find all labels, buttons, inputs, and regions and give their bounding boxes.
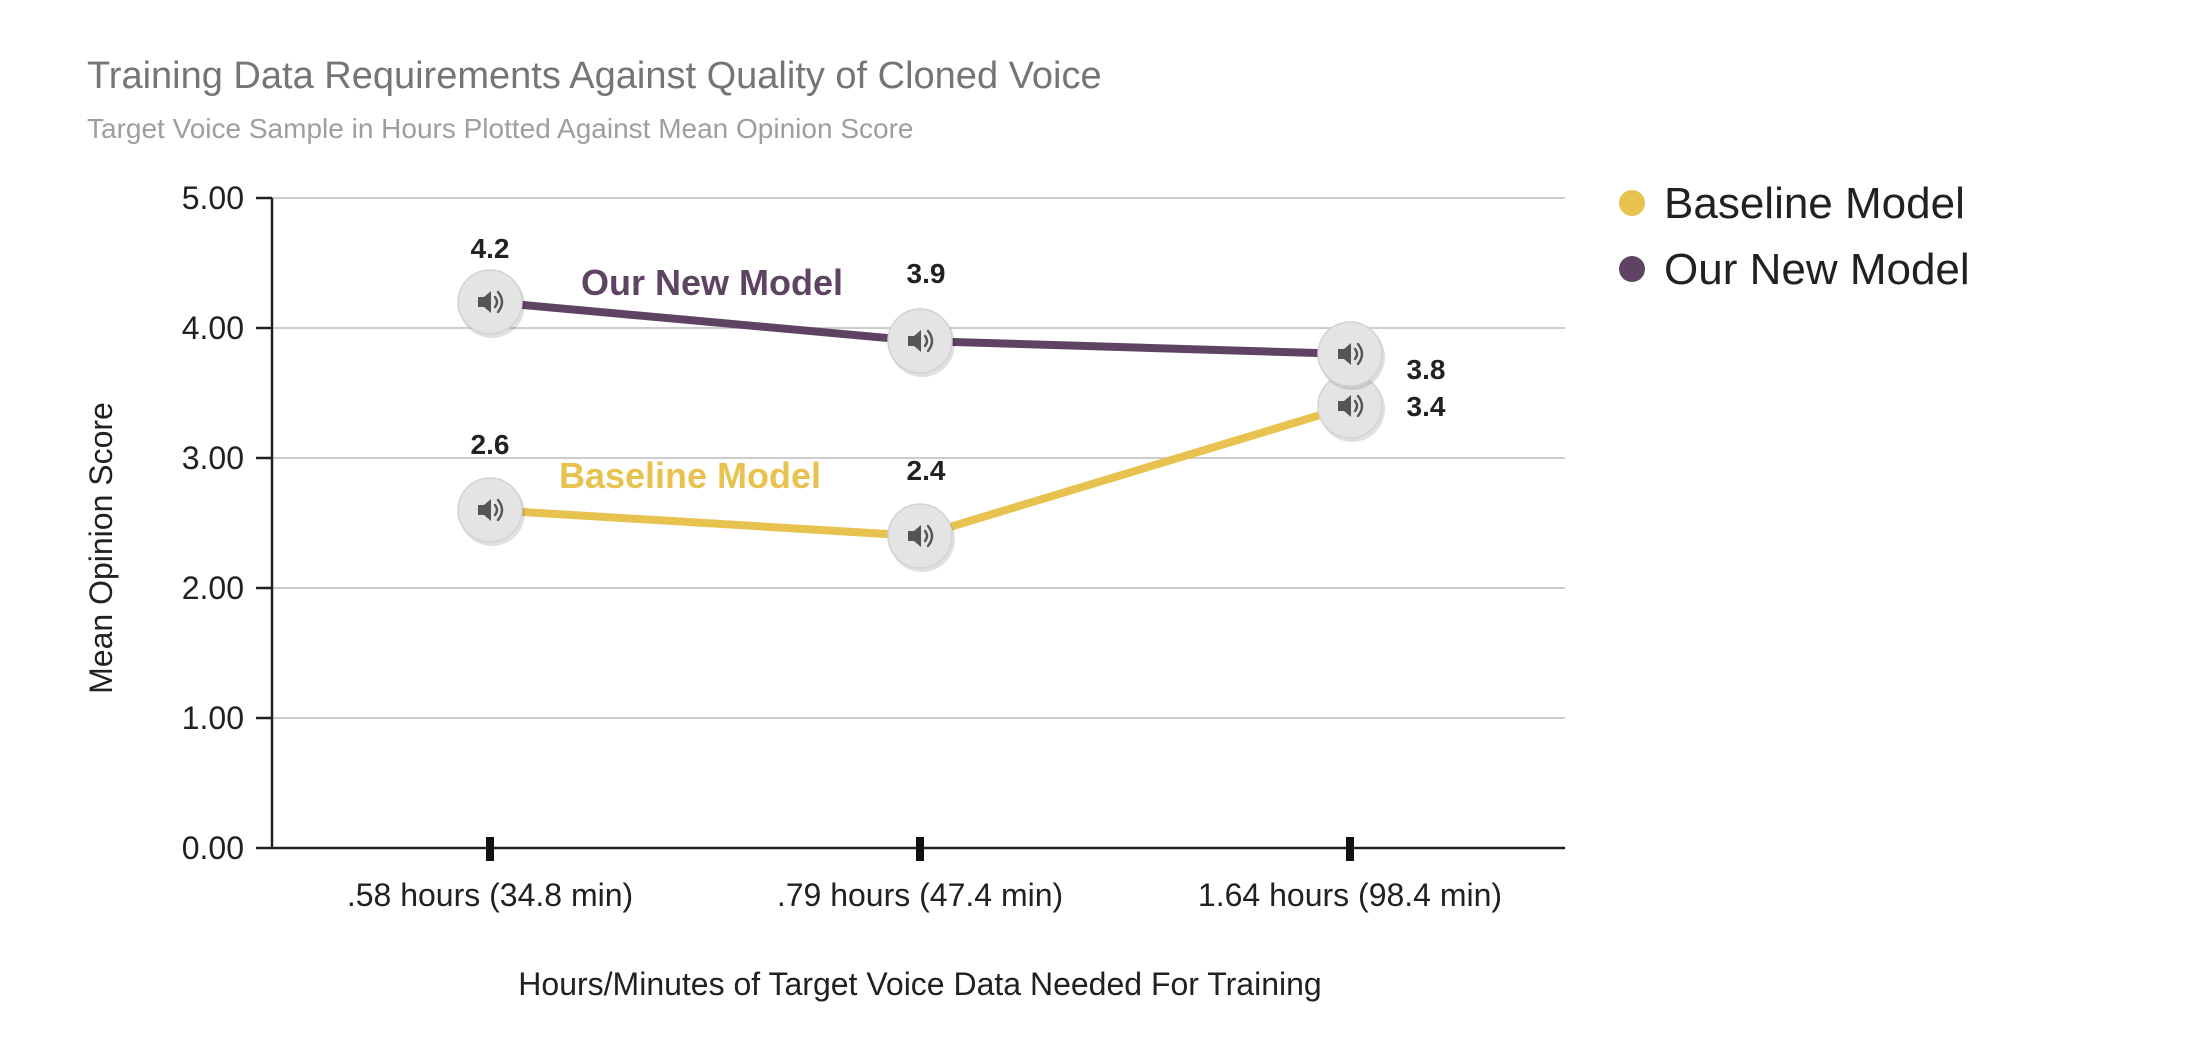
data-label: 4.2 [471, 233, 510, 264]
y-tick-label: 5.00 [182, 180, 244, 216]
speaker-wave-outer [926, 524, 934, 548]
legend-marker [1619, 256, 1645, 282]
speaker-icon [478, 498, 504, 522]
speaker-body [908, 525, 921, 547]
speaker-wave-outer [496, 498, 504, 522]
chart-subtitle: Target Voice Sample in Hours Plotted Aga… [87, 113, 913, 144]
data-label: 2.6 [471, 429, 510, 460]
speaker-body [908, 330, 921, 352]
plot-area: 0.00 1.00 2.00 3.00 4.00 5.00 .58 hours (34.8 … [182, 180, 1565, 913]
speaker-body [1338, 343, 1351, 365]
data-label: 3.4 [1407, 391, 1446, 422]
data-point-play-button[interactable] [457, 477, 525, 546]
speaker-body [478, 499, 491, 521]
data-point-play-button[interactable] [1317, 321, 1385, 390]
legend: Baseline Model Our New Model [1619, 179, 1970, 294]
x-tick-label: .79 hours (47.4 min) [777, 877, 1063, 913]
speaker-body [1338, 395, 1351, 417]
y-tick-label: 3.00 [182, 440, 244, 476]
speaker-icon [908, 329, 934, 353]
y-axis-title: Mean Opinion Score [83, 402, 119, 694]
legend-label: Baseline Model [1664, 179, 1965, 228]
legend-item: Baseline Model [1619, 179, 1965, 228]
x-tick-mark [1346, 837, 1354, 861]
x-tick-label: 1.64 hours (98.4 min) [1198, 877, 1502, 913]
speaker-wave-outer [926, 329, 934, 353]
legend-item: Our New Model [1619, 245, 1970, 294]
data-point-play-button[interactable] [1317, 373, 1385, 442]
x-tick-label: .58 hours (34.8 min) [347, 877, 633, 913]
speaker-icon [1338, 394, 1364, 418]
speaker-wave-inner [1353, 347, 1359, 361]
y-tick-label: 1.00 [182, 700, 244, 736]
y-tick-label: 4.00 [182, 310, 244, 346]
legend-label: Our New Model [1664, 245, 1970, 294]
speaker-wave-outer [1356, 394, 1364, 418]
x-tick-mark [916, 837, 924, 861]
x-tick-mark [486, 837, 494, 861]
speaker-wave-inner [493, 295, 499, 309]
speaker-body [478, 291, 491, 313]
data-label: 3.9 [907, 258, 946, 289]
speaker-wave-outer [1356, 342, 1364, 366]
series-inline-label: Our New Model [581, 262, 843, 303]
legend-marker [1619, 190, 1645, 216]
speaker-wave-inner [923, 334, 929, 348]
data-point-play-button[interactable] [887, 308, 955, 377]
data-label: 3.8 [1407, 354, 1446, 385]
speaker-wave-inner [493, 503, 499, 517]
speaker-wave-inner [1353, 399, 1359, 413]
y-tick-label: 2.00 [182, 570, 244, 606]
data-point-play-button[interactable] [887, 503, 955, 572]
speaker-icon [1338, 342, 1364, 366]
speaker-wave-outer [496, 290, 504, 314]
x-axis-title: Hours/Minutes of Target Voice Data Neede… [518, 966, 1321, 1002]
speaker-wave-inner [923, 529, 929, 543]
y-tick-label: 0.00 [182, 830, 244, 866]
data-label: 2.4 [907, 455, 946, 486]
speaker-icon [908, 524, 934, 548]
chart-title: Training Data Requirements Against Quali… [87, 55, 1102, 97]
series-inline-label: Baseline Model [559, 455, 821, 496]
speaker-icon [478, 290, 504, 314]
data-point-play-button[interactable] [457, 269, 525, 338]
